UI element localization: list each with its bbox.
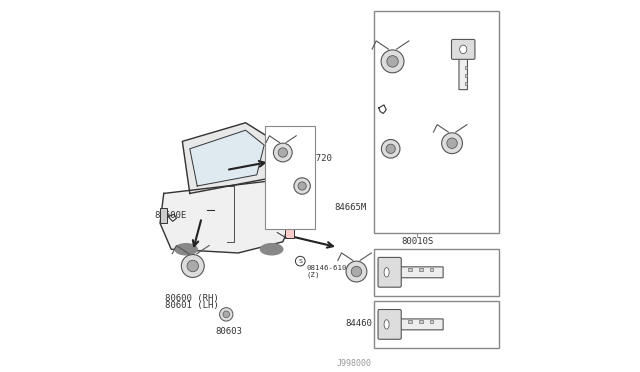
FancyBboxPatch shape: [399, 319, 443, 330]
Bar: [465, 66, 467, 69]
Circle shape: [381, 140, 400, 158]
Circle shape: [442, 133, 463, 154]
Text: 80600N: 80600N: [452, 268, 485, 277]
Text: 84460: 84460: [346, 319, 372, 328]
FancyBboxPatch shape: [451, 39, 475, 60]
Circle shape: [220, 308, 233, 321]
Polygon shape: [160, 179, 298, 253]
Circle shape: [278, 148, 287, 157]
Circle shape: [223, 311, 230, 318]
Bar: [374, 301, 499, 348]
Text: 80010S: 80010S: [401, 237, 433, 246]
Text: 80603: 80603: [216, 327, 243, 336]
Text: 48720: 48720: [305, 154, 332, 163]
Bar: [408, 268, 412, 271]
Ellipse shape: [384, 320, 389, 329]
Text: 48700A: 48700A: [266, 197, 298, 206]
Bar: [419, 320, 422, 323]
Bar: [265, 126, 315, 229]
Polygon shape: [190, 130, 264, 186]
Ellipse shape: [384, 267, 389, 277]
Circle shape: [273, 143, 292, 162]
Bar: [160, 208, 168, 223]
Text: 80600 (RH): 80600 (RH): [164, 294, 218, 303]
Text: 80600P: 80600P: [452, 320, 485, 329]
Text: 48750: 48750: [266, 186, 293, 195]
Circle shape: [381, 50, 404, 73]
Text: J998000: J998000: [337, 359, 371, 368]
Bar: [419, 268, 422, 271]
Text: 80601 (LH): 80601 (LH): [164, 301, 218, 310]
Circle shape: [351, 266, 362, 277]
Bar: [430, 320, 433, 323]
Bar: [408, 320, 412, 323]
Bar: [465, 74, 467, 77]
Circle shape: [346, 261, 367, 282]
Bar: [285, 219, 294, 238]
Ellipse shape: [260, 244, 283, 255]
Circle shape: [181, 254, 204, 278]
FancyBboxPatch shape: [459, 58, 467, 90]
Ellipse shape: [460, 45, 467, 54]
Text: 84665M: 84665M: [334, 203, 366, 212]
Bar: [430, 268, 433, 271]
Circle shape: [187, 260, 198, 272]
Ellipse shape: [175, 244, 197, 255]
Circle shape: [387, 56, 398, 67]
Text: 48700: 48700: [266, 221, 293, 230]
Text: S: S: [298, 259, 302, 264]
Circle shape: [298, 182, 306, 190]
Polygon shape: [275, 141, 291, 186]
FancyBboxPatch shape: [378, 257, 401, 287]
Bar: [374, 11, 499, 232]
Circle shape: [294, 178, 310, 194]
Circle shape: [296, 256, 305, 266]
Text: 08146-6102G
(Z): 08146-6102G (Z): [306, 265, 356, 278]
Circle shape: [386, 144, 396, 154]
Circle shape: [447, 138, 457, 148]
Bar: [374, 249, 499, 296]
FancyBboxPatch shape: [378, 310, 401, 339]
FancyBboxPatch shape: [399, 267, 443, 278]
Polygon shape: [182, 123, 275, 193]
Text: 80600E: 80600E: [154, 211, 187, 219]
Bar: [465, 82, 467, 84]
